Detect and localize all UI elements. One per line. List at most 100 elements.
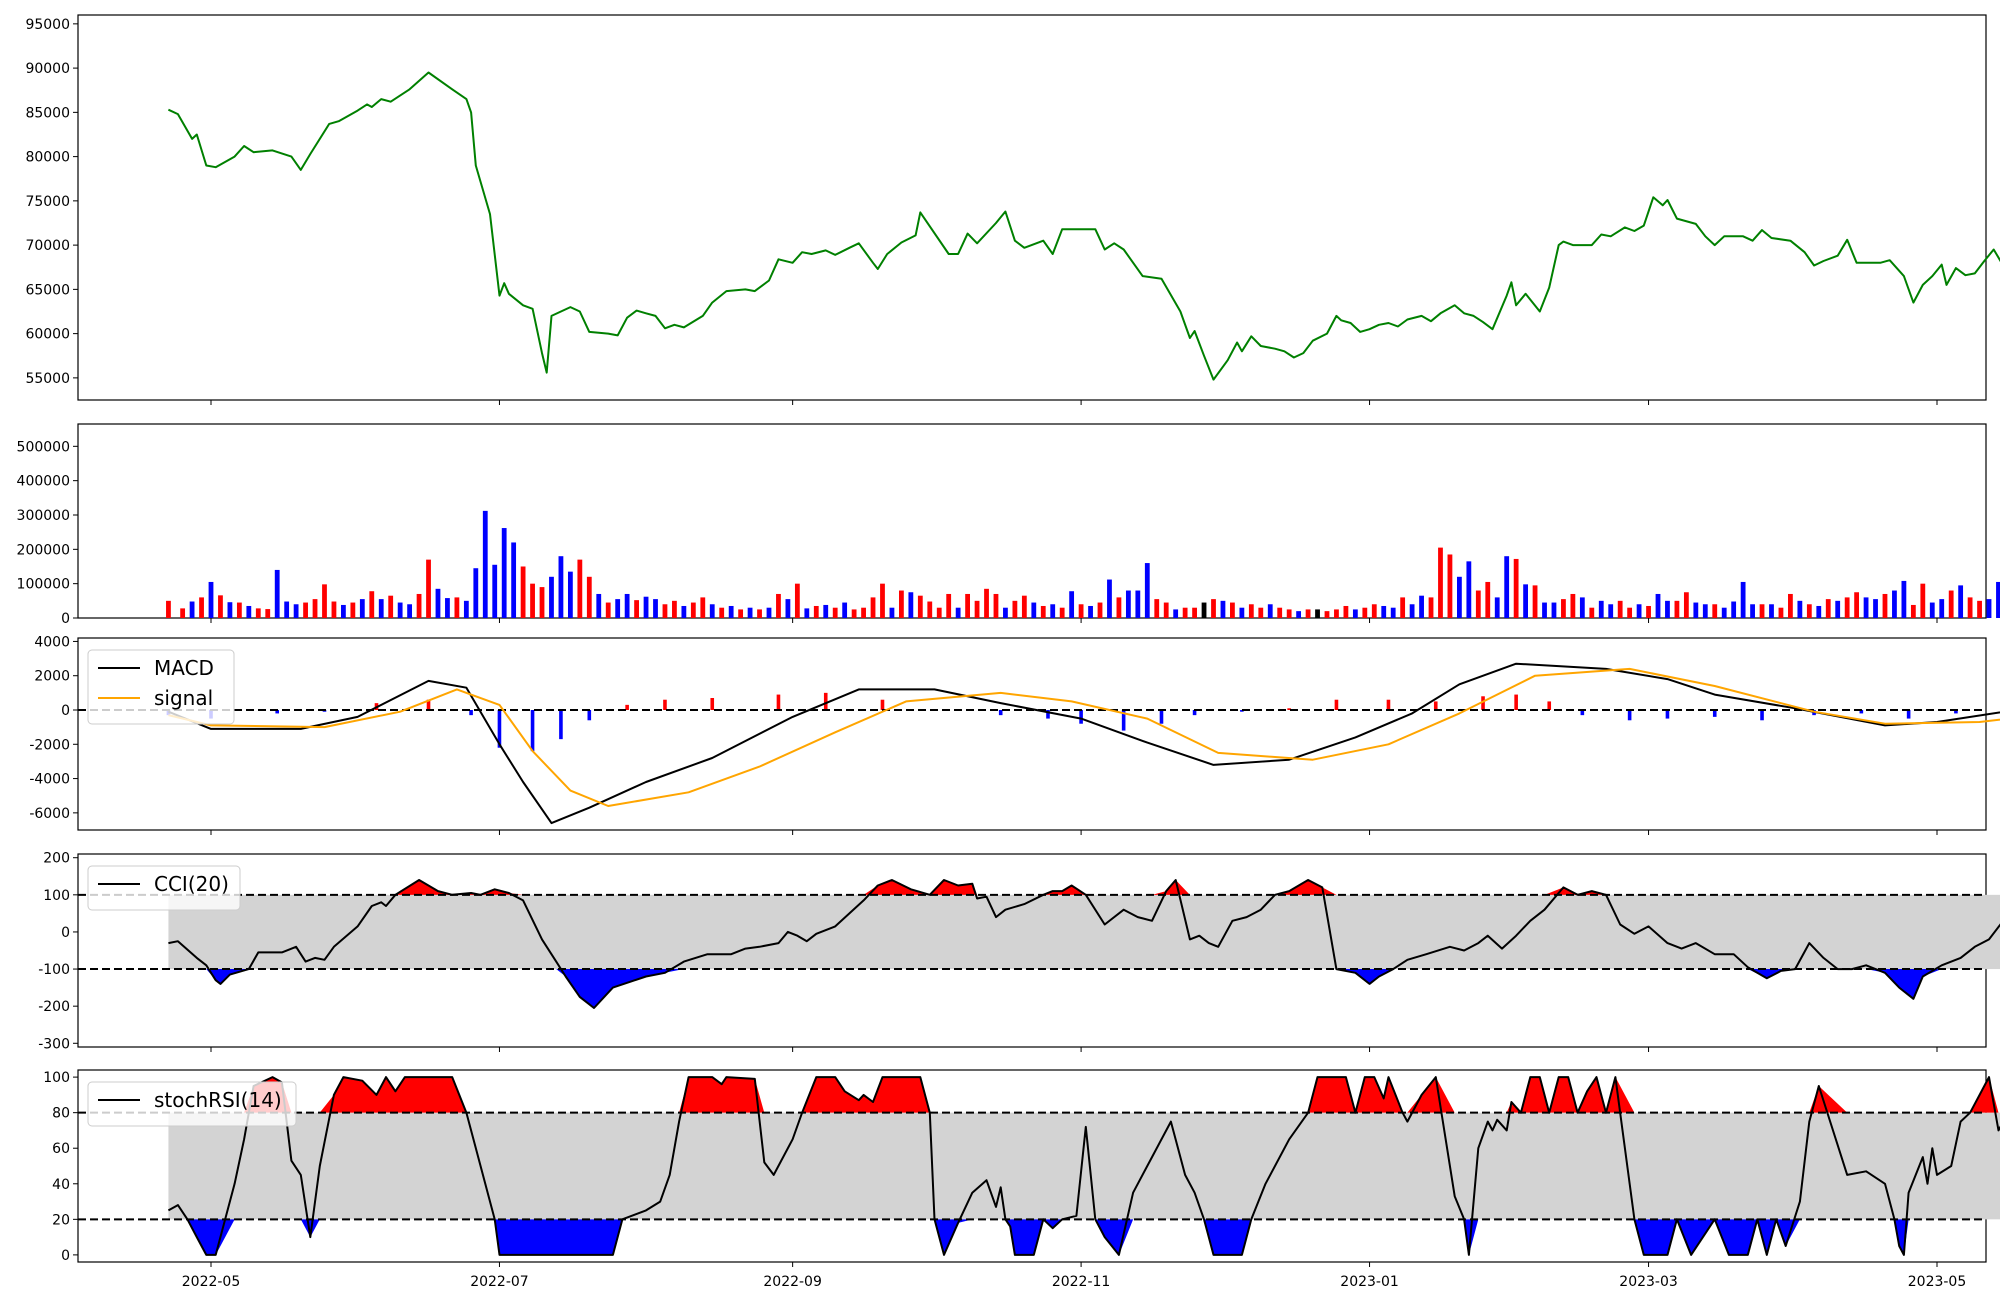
volume-bar xyxy=(558,556,564,618)
volume-bar xyxy=(653,599,658,618)
volume-bar xyxy=(1069,591,1075,618)
histogram-bar xyxy=(1954,710,1958,714)
volume-bar xyxy=(861,607,866,618)
volume-bar xyxy=(1409,604,1415,618)
volume-bar xyxy=(936,607,942,618)
volume-bar xyxy=(1655,593,1661,618)
y-tick-label: 70000 xyxy=(25,238,70,254)
volume-bar xyxy=(1230,602,1235,618)
histogram-bar xyxy=(469,710,473,716)
volume-bar xyxy=(199,597,204,618)
histogram-bar xyxy=(663,699,667,710)
volume-bar xyxy=(1059,607,1065,618)
volume-bar xyxy=(246,605,252,618)
volume-bar xyxy=(1996,581,2000,618)
y-tick-label: 100000 xyxy=(17,577,70,593)
volume-bar xyxy=(624,593,630,618)
volume-bar xyxy=(1324,611,1330,618)
neutral-band xyxy=(168,1112,2000,1220)
volume-bar xyxy=(1475,590,1481,618)
histogram-bar xyxy=(776,694,781,710)
histogram-bar xyxy=(625,704,629,710)
histogram-bar xyxy=(1859,710,1864,714)
histogram-bar xyxy=(880,699,885,710)
y-tick-label: 80000 xyxy=(25,150,70,166)
histogram-bar xyxy=(1334,699,1339,710)
volume-bar xyxy=(1778,607,1784,618)
y-tick-label: 0 xyxy=(61,703,70,719)
volume-bar xyxy=(331,601,337,618)
y-tick-label: 55000 xyxy=(25,371,70,387)
volume-bar xyxy=(1154,599,1160,618)
x-tick-label: 2022-05 xyxy=(182,1274,241,1290)
y-tick-label: 0 xyxy=(61,925,70,941)
volume-bar xyxy=(218,595,223,618)
volume-bar xyxy=(1163,602,1169,618)
y-tick-label: 95000 xyxy=(25,17,70,33)
volume-bar xyxy=(1854,592,1860,618)
x-tick-label: 2022-09 xyxy=(763,1274,822,1290)
y-tick-label: 0 xyxy=(61,611,70,627)
histogram-bar xyxy=(998,710,1003,716)
volume-bar xyxy=(539,587,545,618)
volume-bar xyxy=(1769,604,1774,618)
legend: stochRSI(14) xyxy=(87,1081,297,1127)
volume-bar xyxy=(804,608,810,618)
histogram-bar xyxy=(1121,710,1126,731)
histogram-bar xyxy=(1665,710,1670,719)
oversold-fill xyxy=(168,1219,2000,1255)
volume-bar xyxy=(454,597,460,618)
volume-bar xyxy=(501,528,507,618)
series-line xyxy=(168,879,2000,1009)
legend-label: signal xyxy=(154,686,213,710)
volume-bar xyxy=(1371,604,1377,618)
volume-bar xyxy=(1589,607,1595,618)
histogram-bar xyxy=(1712,710,1717,717)
y-tick-label: 4000 xyxy=(34,634,70,650)
y-tick-label: 100 xyxy=(43,1070,70,1086)
volume-bar xyxy=(1665,600,1670,618)
volume-bar xyxy=(832,607,838,618)
volume-bar xyxy=(1286,609,1292,618)
volume-bar xyxy=(369,591,375,618)
volume-bar xyxy=(1390,607,1396,618)
volume-bar xyxy=(1636,604,1642,618)
volume-bar xyxy=(747,607,753,618)
histogram-bar xyxy=(426,699,431,710)
series-line xyxy=(167,1076,2000,1256)
volume-bar xyxy=(1693,602,1699,618)
panel-volume: 0 100000 200000 300000 400000 500000 xyxy=(17,423,2000,627)
volume-bar xyxy=(1428,597,1434,618)
volume-bar xyxy=(738,609,744,618)
volume-bar xyxy=(1144,563,1150,618)
volume-bar xyxy=(851,609,857,618)
panel-stochrsi: 0 20 40 60 80 100 stochRSI(14) xyxy=(43,1069,2000,1264)
volume-bar xyxy=(1598,600,1604,618)
histogram-bar xyxy=(710,698,715,710)
volume-bar xyxy=(728,605,734,618)
volume-bar xyxy=(359,599,365,618)
volume-bar xyxy=(189,601,195,618)
x-tick-label: 2022-11 xyxy=(1052,1274,1111,1290)
volume-bar xyxy=(407,604,413,618)
volume-bar xyxy=(1097,602,1103,618)
volume-bar xyxy=(1721,607,1727,618)
volume-bar xyxy=(1211,599,1216,618)
volume-bar xyxy=(1012,600,1018,618)
volume-bar xyxy=(662,604,668,618)
volume-bar xyxy=(312,599,318,618)
y-tick-label: 90000 xyxy=(25,61,70,77)
volume-bar xyxy=(492,564,498,618)
volume-bar xyxy=(965,593,971,618)
histogram-bar xyxy=(559,710,563,740)
histogram-bar xyxy=(1046,710,1050,719)
volume-bar xyxy=(1825,599,1831,618)
volume-bar xyxy=(927,601,933,618)
volume-bar xyxy=(955,607,961,618)
x-tick-label: 2023-01 xyxy=(1340,1274,1399,1290)
volume-bar xyxy=(303,602,308,618)
y-tick-label: 2000 xyxy=(34,669,70,685)
volume-bar xyxy=(1958,585,1964,618)
volume-bar xyxy=(1863,597,1869,618)
volume-bar xyxy=(208,581,214,618)
